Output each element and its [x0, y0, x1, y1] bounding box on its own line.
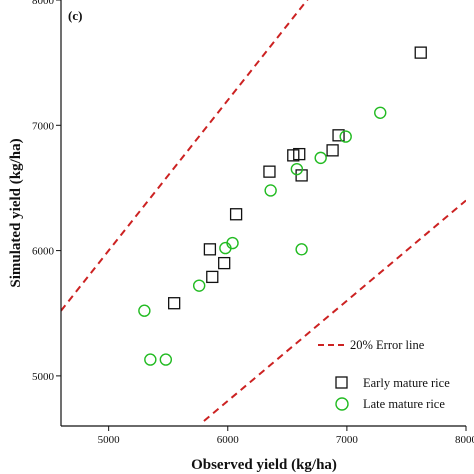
lower-error-line — [203, 199, 466, 422]
point-late-7 — [290, 162, 304, 176]
point-late-10 — [339, 130, 352, 143]
upper-error-line — [61, 0, 309, 312]
y-tick-label-8000: 8000 — [32, 0, 55, 7]
y-axis-label: Simulated yield (kg/ha) — [8, 138, 24, 287]
point-early-1 — [203, 243, 217, 256]
point-early-9 — [326, 144, 339, 157]
point-early-5 — [263, 165, 276, 178]
point-late-0 — [138, 304, 151, 317]
legend-late-marker — [335, 397, 349, 411]
point-late-1 — [144, 353, 157, 366]
panel-label: (c) — [68, 8, 82, 23]
point-late-5 — [226, 236, 239, 250]
x-tick-label-7000: 7000 — [336, 434, 359, 446]
ticks: 5000 6000 7000 8000 5000 6000 7000 8000 — [32, 0, 474, 446]
legend-early-marker — [335, 376, 348, 389]
data-points — [138, 46, 427, 366]
y-tick-label-6000: 6000 — [32, 246, 55, 258]
point-early-11 — [414, 46, 427, 59]
legend-error-line-label: 20% Error line — [350, 338, 425, 352]
x-tick-label-6000: 6000 — [217, 434, 240, 446]
point-early-10 — [332, 129, 345, 142]
point-early-0 — [168, 297, 181, 310]
x-tick-label-8000: 8000 — [455, 434, 474, 446]
point-late-2 — [159, 353, 173, 366]
error-lines — [61, 0, 466, 422]
point-late-9 — [314, 151, 327, 165]
point-late-8 — [295, 243, 308, 256]
legend-early-label: Early mature rice — [363, 376, 450, 390]
point-early-4 — [229, 208, 243, 221]
legend-late-label: Late mature rice — [363, 397, 445, 411]
x-tick-label-5000: 5000 — [98, 434, 121, 446]
point-late-6 — [264, 184, 277, 197]
y-tick-label-7000: 7000 — [32, 120, 55, 132]
point-late-11 — [374, 106, 387, 119]
legend: 20% Error line Early mature rice Late ma… — [318, 338, 450, 411]
point-early-2 — [206, 270, 219, 284]
x-axis-label: Observed yield (kg/ha) — [191, 457, 337, 473]
y-tick-label-5000: 5000 — [32, 371, 55, 383]
axes — [60, 0, 466, 427]
point-early-3 — [218, 256, 231, 270]
point-late-3 — [192, 279, 206, 292]
point-early-7 — [293, 147, 306, 161]
